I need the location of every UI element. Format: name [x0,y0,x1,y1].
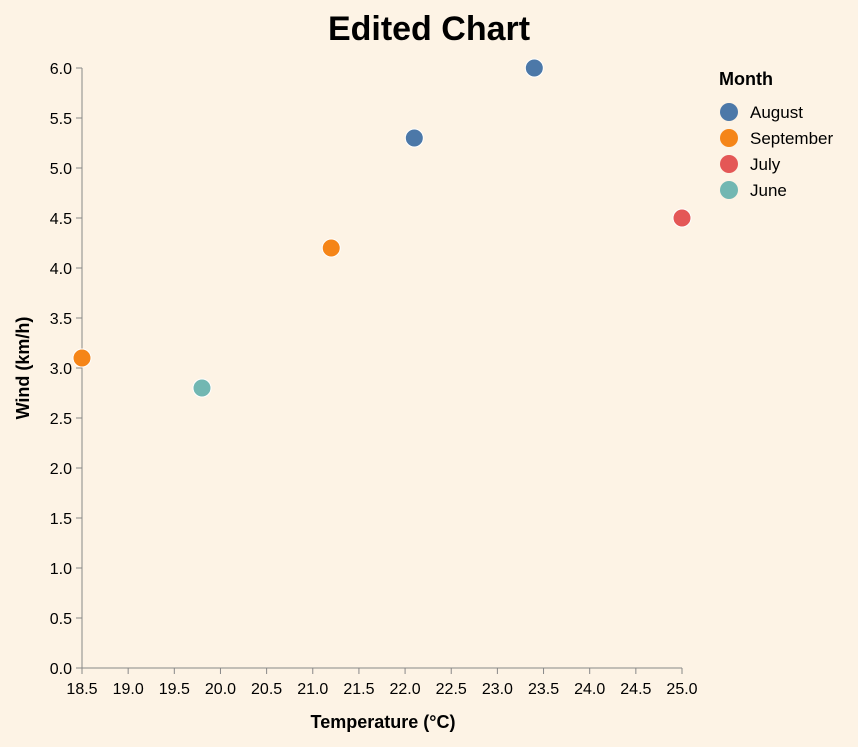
x-tick-label: 23.0 [482,681,513,698]
x-tick-label: 18.5 [66,681,97,698]
y-tick-label: 3.5 [50,311,72,328]
legend-label: September [750,129,833,148]
y-tick-label: 0.0 [50,661,72,678]
data-point-july [672,208,692,228]
y-tick-label: 1.5 [50,511,72,528]
x-tick-label: 24.5 [620,681,651,698]
x-tick-label: 21.5 [343,681,374,698]
y-tick-label: 4.0 [50,261,72,278]
data-point-september [321,238,341,258]
x-tick-label: 24.0 [574,681,605,698]
legend-symbol [720,181,738,199]
legend-item-june: June [720,181,787,200]
y-tick-label: 4.5 [50,211,72,228]
x-axis: 18.5 19.0 19.5 20.0 20.5 21.0 21.5 22.0 22.5 23.0… [66,667,698,698]
x-tick-label: 25.0 [666,681,697,698]
legend-symbol [720,129,738,147]
y-tick-label: 5.0 [50,161,72,178]
y-tick-label: 5.5 [50,111,72,128]
x-axis-title: Temperature (°C) [311,712,456,732]
legend-title: Month [719,69,773,89]
x-tick-label: 20.0 [205,681,236,698]
x-tick-label: 21.0 [297,681,328,698]
legend-item-july: July [720,155,781,174]
x-tick-label: 22.5 [436,681,467,698]
legend-label: July [750,155,781,174]
x-tick-label: 20.5 [251,681,282,698]
y-axis: 0.0 0.5 1.0 1.5 2.0 2.5 3.0 3.5 4.0 4.5 5.0 5.5 6.0 [50,61,83,678]
y-tick-label: 3.0 [50,361,72,378]
x-tick-label: 22.0 [390,681,421,698]
data-point-september [72,348,92,368]
legend-label: June [750,181,787,200]
data-point-august [404,128,424,148]
y-tick-label: 2.5 [50,411,72,428]
chart-title: Edited Chart [328,10,530,48]
x-tick-label: 19.5 [159,681,190,698]
legend-item-august: August [720,103,803,122]
data-points [72,58,692,398]
y-tick-label: 6.0 [50,61,72,78]
x-tick-label: 19.0 [113,681,144,698]
y-tick-label: 2.0 [50,461,72,478]
y-axis-title: Wind (km/h) [13,317,33,420]
y-tick-label: 0.5 [50,611,72,628]
x-tick-label: 23.5 [528,681,559,698]
y-tick-label: 1.0 [50,561,72,578]
legend-symbol [720,155,738,173]
legend-item-september: September [720,129,833,148]
data-point-august [524,58,544,78]
data-point-june [192,378,212,398]
legend: Month August September July June [719,69,833,200]
legend-symbol [720,103,738,121]
legend-label: August [750,103,803,122]
